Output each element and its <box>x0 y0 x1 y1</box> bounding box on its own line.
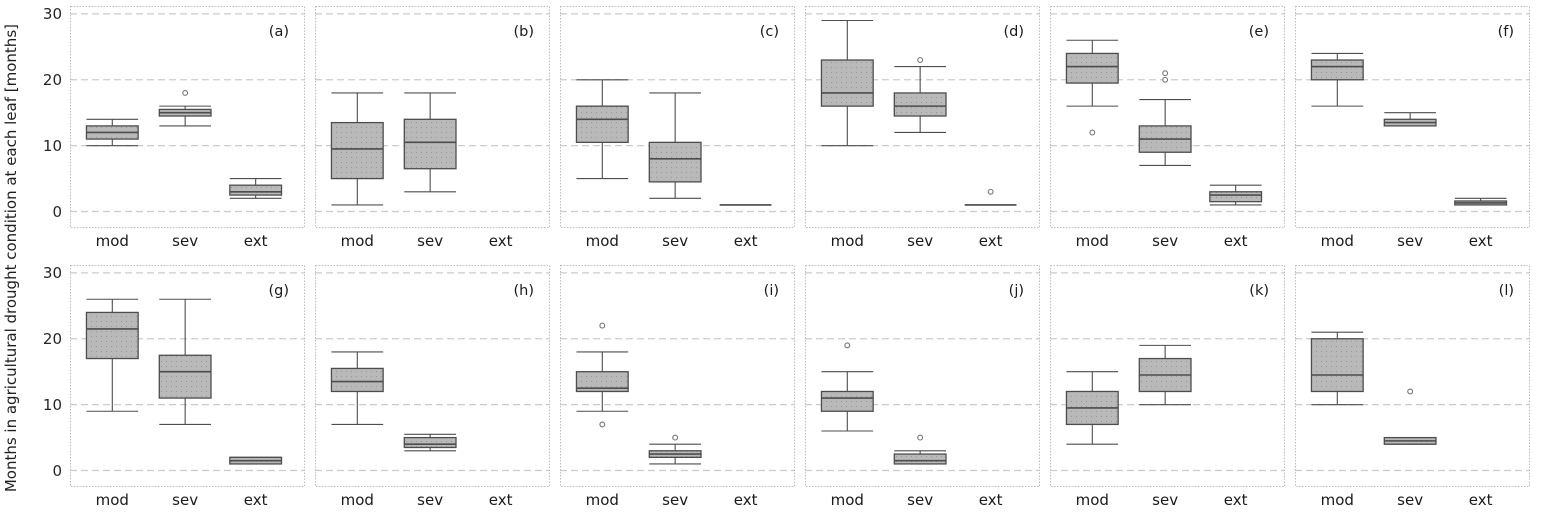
subplot-cell-k: (k) mod sev ext <box>1050 265 1285 515</box>
panel-label: (a) <box>269 24 289 40</box>
x-tick-label: ext <box>1223 491 1248 509</box>
boxplot-canvas: (f) <box>1295 6 1530 228</box>
subplot-cell-a: (a) mod sev ext 0 10 20 30 <box>43 6 305 256</box>
x-axis-labels: mod sev ext <box>1295 228 1530 256</box>
x-tick-label: sev <box>417 491 444 509</box>
y-tick-label: 30 <box>42 263 62 282</box>
boxplot-canvas: (d) <box>805 6 1040 228</box>
boxplot-canvas: (c) <box>560 6 795 228</box>
panel-label: (i) <box>764 283 779 299</box>
x-tick-label: mod <box>1075 491 1109 509</box>
x-tick-label: sev <box>1397 491 1424 509</box>
x-axis-labels: mod sev ext <box>315 228 550 256</box>
x-tick-label: sev <box>907 232 934 250</box>
x-tick-label: ext <box>978 491 1003 509</box>
x-axis-labels: mod sev ext <box>1295 487 1530 515</box>
x-axis-labels: mod sev ext <box>1050 228 1285 256</box>
x-tick-label: mod <box>1320 232 1354 250</box>
x-axis-labels: mod sev ext <box>560 487 795 515</box>
panel-label: (l) <box>1499 283 1514 299</box>
x-tick-label: ext <box>733 491 758 509</box>
subplot-cell-h: (h) mod sev ext <box>315 265 550 515</box>
y-tick-label: 0 <box>52 202 62 221</box>
subplot-cell-g: (g) mod sev ext 0 10 20 30 <box>43 265 305 515</box>
y-tick-label: 30 <box>42 4 62 23</box>
x-tick-label: mod <box>585 232 619 250</box>
x-tick-label: sev <box>172 232 199 250</box>
panel-label: (g) <box>268 283 289 299</box>
x-tick-label: mod <box>830 232 864 250</box>
subplot-cell-d: (d) mod sev ext <box>805 6 1040 256</box>
x-tick-label: mod <box>95 232 129 250</box>
subplot-cell-f: (f) mod sev ext <box>1295 6 1530 256</box>
x-tick-label: ext <box>243 232 268 250</box>
boxplot-canvas: (h) <box>315 265 550 487</box>
panel-label: (c) <box>760 24 779 40</box>
x-tick-label: sev <box>907 491 934 509</box>
y-tick-label: 10 <box>42 395 62 414</box>
panel-label: (k) <box>1249 283 1269 299</box>
x-tick-label: mod <box>1320 491 1354 509</box>
x-tick-label: mod <box>1075 232 1109 250</box>
x-axis-labels: mod sev ext <box>1050 487 1285 515</box>
panel-label: (f) <box>1498 24 1514 40</box>
subplot-cell-b: (b) mod sev ext <box>315 6 550 256</box>
subplot-cell-e: (e) mod sev ext <box>1050 6 1285 256</box>
boxplot-canvas: (e) <box>1050 6 1285 228</box>
boxplot-canvas: (j) <box>805 265 1040 487</box>
subplot-cell-i: (i) mod sev ext <box>560 265 795 515</box>
y-axis-label-column: Months in agricultural drought condition… <box>0 0 22 517</box>
panel-label: (j) <box>1009 283 1024 299</box>
x-tick-label: ext <box>488 232 513 250</box>
x-tick-label: sev <box>662 232 689 250</box>
panel-label: (e) <box>1249 24 1269 40</box>
y-tick-label: 20 <box>42 70 62 89</box>
y-tick-label: 10 <box>42 136 62 155</box>
x-axis-labels: mod sev ext <box>315 487 550 515</box>
x-axis-labels: mod sev ext <box>560 228 795 256</box>
x-tick-label: sev <box>1152 232 1179 250</box>
x-tick-label: ext <box>243 491 268 509</box>
x-tick-label: ext <box>1223 232 1248 250</box>
x-axis-labels: mod sev ext <box>70 228 305 256</box>
boxplot-canvas: (k) <box>1050 265 1285 487</box>
x-tick-label: sev <box>662 491 689 509</box>
x-tick-label: mod <box>340 232 374 250</box>
x-tick-label: ext <box>488 491 513 509</box>
x-tick-label: mod <box>95 491 129 509</box>
boxplot-canvas: (a) <box>70 6 305 228</box>
x-axis-labels: mod sev ext <box>805 228 1040 256</box>
y-tick-label: 0 <box>52 461 62 480</box>
boxplot-canvas: (g) <box>70 265 305 487</box>
subplot-cell-c: (c) mod sev ext <box>560 6 795 256</box>
x-tick-label: sev <box>1397 232 1424 250</box>
x-tick-label: sev <box>417 232 444 250</box>
y-tick-label: 20 <box>42 329 62 348</box>
subplot-cell-j: (j) mod sev ext <box>805 265 1040 515</box>
x-tick-label: ext <box>1468 232 1493 250</box>
boxplot-canvas: (i) <box>560 265 795 487</box>
panel-label: (b) <box>513 24 534 40</box>
y-axis-label: Months in agricultural drought condition… <box>2 24 20 493</box>
subplot-cell-l: (l) mod sev ext <box>1295 265 1530 515</box>
x-tick-label: ext <box>733 232 758 250</box>
boxplot-canvas: (l) <box>1295 265 1530 487</box>
panel-label: (h) <box>513 283 534 299</box>
x-tick-label: ext <box>1468 491 1493 509</box>
panel-label: (d) <box>1003 24 1024 40</box>
x-tick-label: ext <box>978 232 1003 250</box>
x-tick-label: mod <box>340 491 374 509</box>
subplot-grid: (a) mod sev ext 0 10 20 30 (b) mod sev ext (c) mod sev… <box>22 0 1550 517</box>
x-tick-label: sev <box>1152 491 1179 509</box>
x-axis-labels: mod sev ext <box>70 487 305 515</box>
x-axis-labels: mod sev ext <box>805 487 1040 515</box>
x-tick-label: mod <box>830 491 864 509</box>
x-tick-label: sev <box>172 491 199 509</box>
x-tick-label: mod <box>585 491 619 509</box>
boxplot-canvas: (b) <box>315 6 550 228</box>
